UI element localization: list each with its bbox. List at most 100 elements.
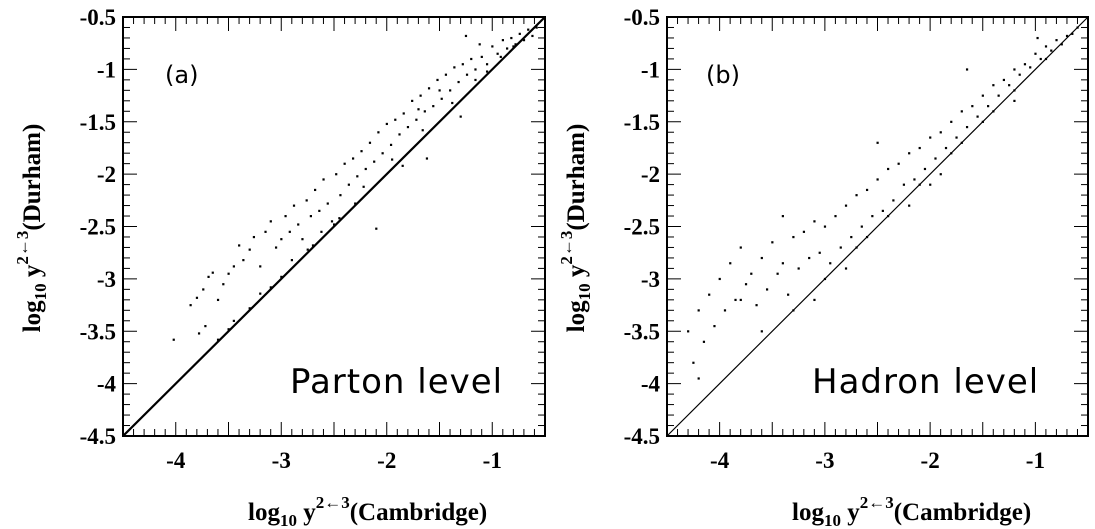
y-tick-label: -1 bbox=[97, 57, 116, 82]
scatter-point bbox=[929, 136, 932, 139]
scatter-point bbox=[734, 298, 737, 302]
scatter-point bbox=[402, 112, 405, 115]
scatter-point bbox=[232, 265, 235, 268]
y-tick-labels-b: -4.5 -4 -3.5 -3 -2.5 -2 -1.5 -1 -0.5 bbox=[624, 5, 661, 449]
scatter-point bbox=[292, 204, 296, 207]
scatter-point bbox=[908, 152, 911, 155]
scatter-point bbox=[797, 267, 800, 270]
reference-line-a bbox=[122, 16, 546, 437]
scatter-point bbox=[347, 183, 350, 186]
scatter-point bbox=[987, 105, 990, 108]
x-tick-label: -4 bbox=[166, 448, 186, 473]
y-tick-label: -2 bbox=[641, 162, 660, 187]
scatter-point bbox=[955, 136, 958, 139]
scatter-point bbox=[385, 122, 388, 126]
scatter-point bbox=[464, 34, 468, 38]
scatter-point bbox=[457, 80, 460, 84]
scatter-point bbox=[965, 125, 969, 129]
scatter-point bbox=[227, 328, 230, 331]
x-tick-label: -1 bbox=[1026, 448, 1045, 473]
scatter-point bbox=[892, 199, 895, 202]
scatter-point bbox=[818, 251, 821, 254]
scatter-point bbox=[771, 241, 774, 244]
scatter-point bbox=[865, 235, 869, 239]
scatter-point bbox=[755, 304, 758, 307]
scatter-point bbox=[415, 118, 418, 121]
scatter-point bbox=[981, 94, 984, 97]
scatter-point bbox=[965, 68, 969, 71]
scatter-point bbox=[1018, 73, 1021, 76]
y-tick-label: -1 bbox=[641, 57, 660, 82]
panel-tag-b: (b) bbox=[706, 61, 740, 89]
scatter-point bbox=[823, 225, 827, 228]
scatter-point bbox=[1013, 99, 1016, 102]
scatter-point bbox=[697, 309, 700, 312]
scatter-point bbox=[284, 215, 287, 218]
scatter-point bbox=[976, 115, 979, 118]
panel-b: -4.5 -4 -3.5 -3 -2.5 -2 -1.5 -1 -0.5 -4 -3 -2 -1 (b… bbox=[557, 5, 1089, 529]
scatter-point bbox=[839, 246, 842, 249]
scatter-point bbox=[1076, 26, 1079, 29]
scatter-point bbox=[844, 204, 848, 207]
y-tick-label: -4 bbox=[97, 372, 117, 397]
scatter-point bbox=[1050, 49, 1053, 52]
scatter-point bbox=[981, 120, 984, 123]
diagonal-line bbox=[122, 16, 546, 437]
scatter-point bbox=[364, 167, 367, 171]
x-tick-label: -2 bbox=[377, 448, 396, 473]
scatter-point bbox=[531, 34, 534, 38]
scatter-point bbox=[535, 26, 538, 29]
scatter-point bbox=[992, 110, 995, 113]
scatter-point bbox=[929, 183, 932, 186]
scatter-point bbox=[356, 175, 359, 178]
scatter-point bbox=[421, 129, 424, 132]
scatter-point bbox=[871, 215, 874, 218]
scatter-point bbox=[309, 215, 312, 218]
x-tick-label: -3 bbox=[815, 448, 834, 473]
scatter-point bbox=[802, 230, 806, 233]
scatter-point bbox=[195, 296, 199, 299]
diagonal-line bbox=[666, 16, 1089, 437]
scatter-point bbox=[823, 277, 827, 281]
scatter-point bbox=[950, 152, 953, 155]
scatter-point bbox=[227, 272, 230, 275]
scatter-point bbox=[280, 238, 283, 241]
scatter-point bbox=[923, 167, 927, 171]
x-tick-label: -3 bbox=[272, 448, 291, 473]
scatter-point bbox=[485, 63, 489, 66]
scatter-point bbox=[997, 94, 1000, 97]
scatter-point bbox=[419, 94, 422, 97]
scatter-point bbox=[813, 220, 816, 223]
scatter-point bbox=[808, 256, 811, 260]
scatter-point bbox=[713, 325, 716, 328]
y-tick-label: -3.5 bbox=[80, 319, 116, 344]
scatter-point bbox=[944, 146, 948, 150]
scatter-point bbox=[269, 220, 272, 223]
x-axis-title-a: log10 y2←3(Cambridge) bbox=[248, 493, 487, 529]
scatter-point bbox=[1013, 68, 1016, 71]
scatter-point bbox=[855, 194, 858, 197]
scatter-point bbox=[876, 178, 879, 181]
scatter-point bbox=[499, 55, 502, 59]
y-tick-label: -4.5 bbox=[624, 424, 660, 449]
scatter-point bbox=[913, 178, 916, 181]
scatter-point bbox=[339, 194, 342, 197]
scatter-point bbox=[330, 220, 334, 223]
scatter-point bbox=[718, 277, 721, 281]
scatter-point bbox=[259, 292, 262, 295]
scatter-point bbox=[792, 309, 795, 312]
y-tick-label: -1.5 bbox=[80, 110, 116, 135]
scatter-point bbox=[860, 225, 863, 228]
y-tick-label: -3 bbox=[641, 267, 660, 292]
scatter-point bbox=[189, 304, 192, 307]
scatter-point bbox=[311, 244, 315, 247]
scatter-point bbox=[391, 158, 394, 161]
scatter-point bbox=[326, 202, 329, 205]
scatter-point bbox=[470, 57, 473, 61]
scatter-point bbox=[744, 283, 748, 286]
scatter-point bbox=[453, 66, 456, 69]
scatter-point bbox=[908, 204, 911, 207]
x-tick-labels-b: -4 -3 -2 -1 bbox=[710, 448, 1045, 473]
scatter-point bbox=[844, 267, 848, 270]
